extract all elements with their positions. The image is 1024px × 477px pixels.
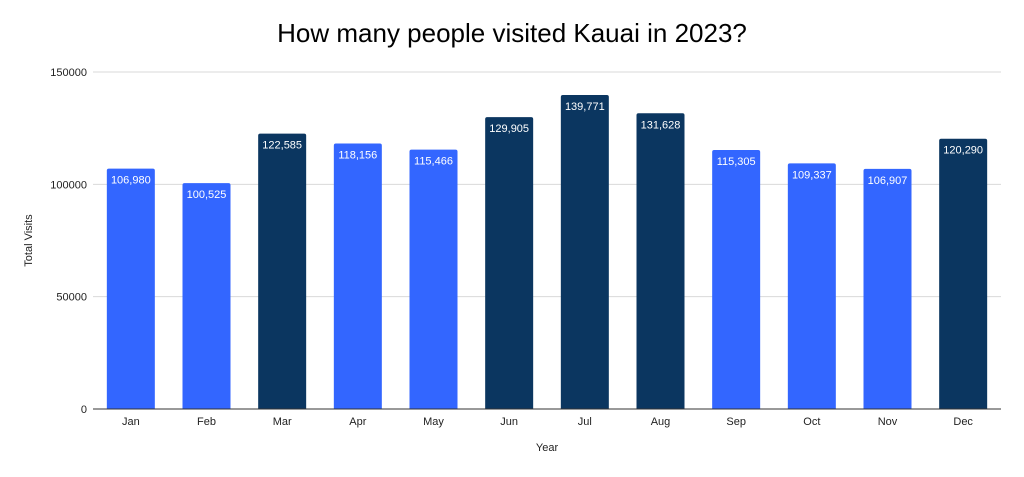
bar bbox=[939, 138, 988, 409]
data-label: 109,337 bbox=[792, 169, 832, 181]
data-label: 106,980 bbox=[111, 175, 151, 187]
bar bbox=[787, 163, 836, 409]
x-tick-label: Jun bbox=[500, 416, 518, 428]
x-tick-label: Sep bbox=[726, 416, 746, 428]
data-label: 118,156 bbox=[338, 150, 377, 162]
y-tick-label: 0 bbox=[81, 404, 87, 416]
bar bbox=[106, 168, 155, 409]
bar bbox=[182, 183, 231, 409]
data-label: 129,905 bbox=[489, 123, 529, 135]
gridlines bbox=[93, 71, 1001, 298]
x-tick-label: Oct bbox=[803, 416, 820, 428]
data-label: 115,305 bbox=[717, 156, 756, 168]
x-tick-label: Dec bbox=[953, 416, 973, 428]
x-tick-label: Aug bbox=[651, 416, 671, 428]
y-axis-ticks: 0 50000 100000 150000 bbox=[50, 67, 87, 416]
y-axis-label: Total Visits bbox=[23, 214, 35, 267]
x-tick-label: Jul bbox=[578, 416, 592, 428]
data-label: 122,585 bbox=[262, 140, 302, 152]
y-tick-label: 50000 bbox=[56, 292, 87, 304]
data-label: 131,628 bbox=[641, 119, 681, 131]
x-tick-label: Nov bbox=[878, 416, 898, 428]
x-tick-label: Apr bbox=[349, 416, 366, 428]
bar bbox=[560, 94, 609, 410]
bar bbox=[712, 149, 761, 409]
bar bbox=[636, 113, 685, 409]
x-tick-label: Feb bbox=[197, 416, 216, 428]
chart-title: How many people visited Kauai in 2023? bbox=[277, 18, 747, 48]
x-axis-label: Year bbox=[536, 442, 559, 454]
x-axis-ticks: Jan Feb Mar Apr May Jun Jul Aug Sep Oct Nov Dec bbox=[122, 416, 973, 428]
bar bbox=[258, 133, 307, 410]
data-label: 139,771 bbox=[565, 101, 605, 113]
bar bbox=[485, 117, 534, 410]
data-label: 120,290 bbox=[943, 145, 983, 157]
bar bbox=[409, 149, 458, 410]
x-tick-label: Jan bbox=[122, 416, 140, 428]
data-label: 106,907 bbox=[868, 175, 908, 187]
bar bbox=[333, 143, 382, 409]
data-label: 100,525 bbox=[187, 189, 227, 201]
data-label: 115,466 bbox=[414, 156, 453, 168]
bar bbox=[863, 168, 912, 409]
y-tick-label: 100000 bbox=[50, 179, 87, 191]
x-tick-label: Mar bbox=[273, 416, 292, 428]
bars: 106,980 100,525 122,585 118,156 115,466 129,9… bbox=[106, 94, 988, 410]
y-tick-label: 150000 bbox=[50, 67, 87, 79]
x-tick-label: May bbox=[423, 416, 444, 428]
